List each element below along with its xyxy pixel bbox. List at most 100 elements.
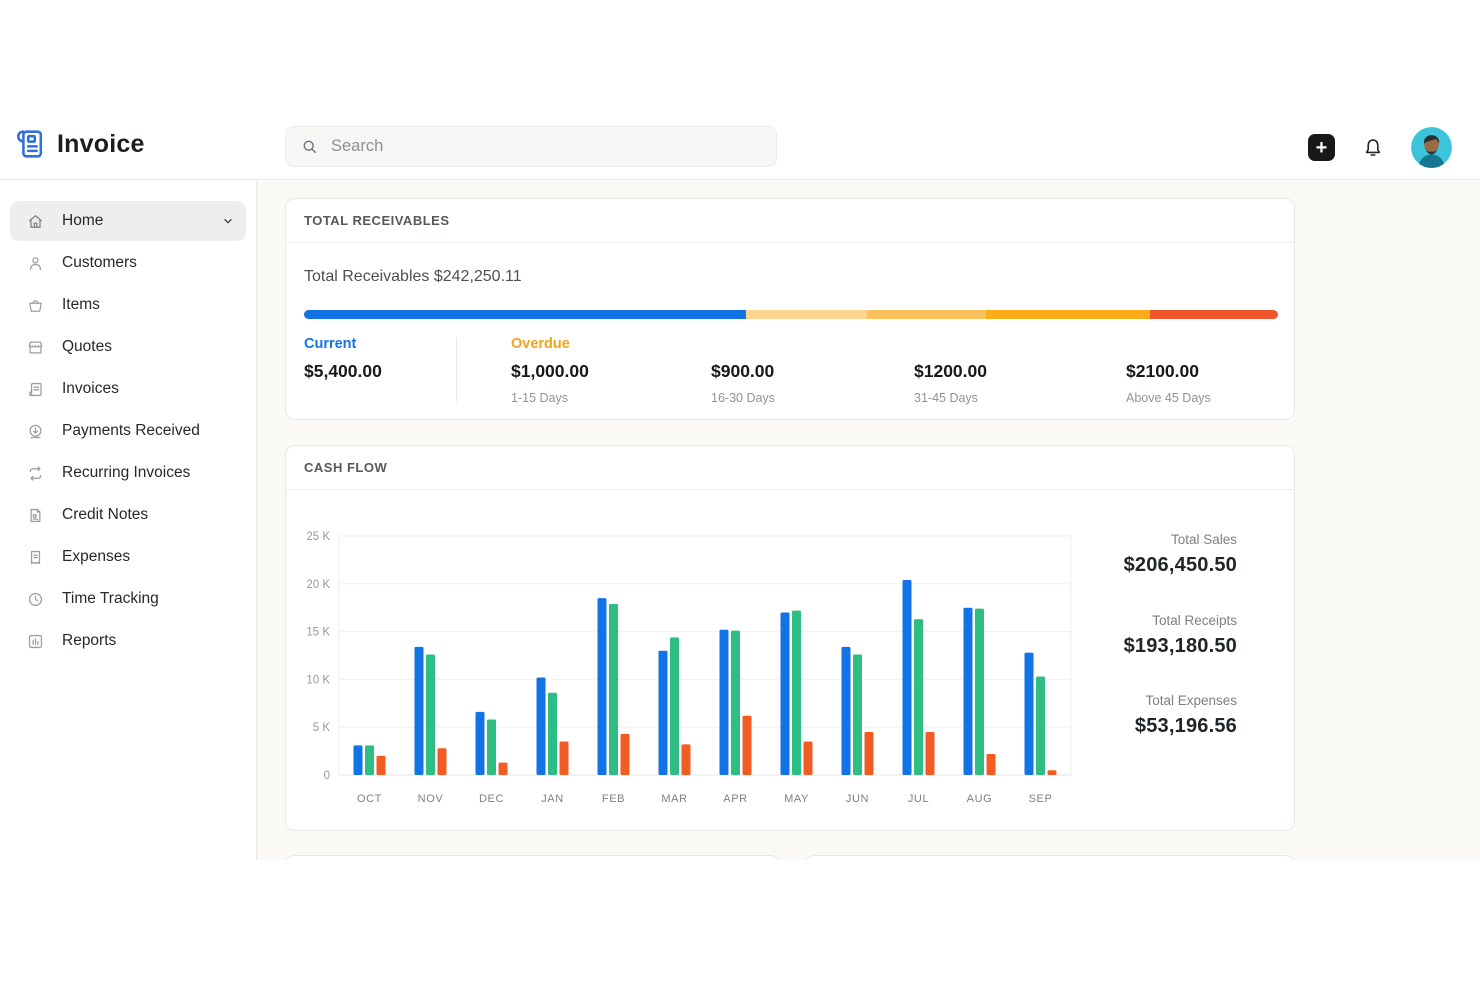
cash-flow-card-title: CASH FLOW bbox=[286, 446, 1294, 490]
sidebar-item-reports[interactable]: Reports bbox=[10, 621, 246, 661]
divider bbox=[456, 338, 457, 402]
sidebar-item-label: Reports bbox=[62, 632, 116, 650]
partial-card-right bbox=[805, 855, 1295, 860]
sidebar-item-invoices[interactable]: Invoices bbox=[10, 369, 246, 409]
svg-text:NOV: NOV bbox=[418, 793, 444, 805]
total-receipts-label: Total Receipts bbox=[1124, 613, 1237, 628]
current-amount: $5,400.00 bbox=[304, 361, 382, 382]
svg-text:AUG: AUG bbox=[967, 793, 993, 805]
current-block: Current $5,400.00 bbox=[304, 336, 382, 382]
sidebar-item-credit-notes[interactable]: Credit Notes bbox=[10, 495, 246, 535]
bucket-period: 1-15 Days bbox=[511, 391, 589, 405]
bucket-period: Above 45 Days bbox=[1126, 391, 1211, 405]
invoice-logo-icon bbox=[12, 126, 48, 162]
receivables-bar-segment bbox=[986, 310, 1151, 319]
bucket-period: 16-30 Days bbox=[711, 391, 775, 405]
sidebar-item-label: Payments Received bbox=[62, 422, 200, 440]
bucket-period: 31-45 Days bbox=[914, 391, 987, 405]
sidebar-item-label: Time Tracking bbox=[62, 590, 159, 608]
receivables-bar-segment bbox=[1150, 310, 1278, 319]
receivables-breakdown: Current $5,400.00 Overdue $1,000.00 1-15… bbox=[304, 336, 1276, 414]
sidebar-item-time-tracking[interactable]: Time Tracking bbox=[10, 579, 246, 619]
overdue-bucket-1: Overdue $1,000.00 1-15 Days bbox=[511, 336, 589, 405]
spacer bbox=[1126, 336, 1211, 361]
sidebar-item-label: Invoices bbox=[62, 380, 119, 398]
items-icon bbox=[26, 296, 45, 315]
search-bar[interactable] bbox=[285, 126, 777, 167]
sidebar-item-recurring-invoices[interactable]: Recurring Invoices bbox=[10, 453, 246, 493]
overdue-label: Overdue bbox=[511, 336, 589, 361]
reports-icon bbox=[26, 632, 45, 651]
overdue-bucket-4: $2100.00 Above 45 Days bbox=[1126, 336, 1211, 405]
sidebar-item-label: Quotes bbox=[62, 338, 112, 356]
svg-text:MAR: MAR bbox=[661, 793, 687, 805]
sidebar-item-items[interactable]: Items bbox=[10, 285, 246, 325]
bucket-amount: $1,000.00 bbox=[511, 361, 589, 382]
partial-card-left bbox=[285, 855, 780, 860]
svg-text:JAN: JAN bbox=[541, 793, 564, 805]
total-sales-value: $206,450.50 bbox=[1124, 554, 1237, 577]
credit-notes-icon bbox=[26, 506, 45, 525]
search-input[interactable] bbox=[329, 136, 762, 157]
svg-text:SEP: SEP bbox=[1029, 793, 1053, 805]
svg-text:APR: APR bbox=[723, 793, 747, 805]
current-label: Current bbox=[304, 336, 382, 361]
app-logo[interactable]: Invoice bbox=[12, 126, 145, 162]
spacer bbox=[914, 336, 987, 361]
recurring-invoices-icon bbox=[26, 464, 45, 483]
sidebar-item-label: Home bbox=[62, 212, 103, 230]
total-receivables-summary: Total Receivables $242,250.11 bbox=[304, 268, 1276, 286]
sidebar-item-customers[interactable]: Customers bbox=[10, 243, 246, 283]
svg-text:15 K: 15 K bbox=[306, 627, 330, 639]
dashboard-content: TOTAL RECEIVABLES Total Receivables $242… bbox=[257, 181, 1480, 860]
svg-text:5 K: 5 K bbox=[313, 722, 331, 734]
total-expenses-label: Total Expenses bbox=[1135, 693, 1237, 708]
app-window: Invoice + bbox=[0, 0, 1480, 987]
total-receivables-card: TOTAL RECEIVABLES Total Receivables $242… bbox=[285, 198, 1295, 420]
bucket-amount: $2100.00 bbox=[1126, 361, 1211, 382]
sidebar-item-label: Credit Notes bbox=[62, 506, 148, 524]
total-sales-label: Total Sales bbox=[1124, 532, 1237, 547]
receivables-bar-segment bbox=[746, 310, 867, 319]
svg-text:OCT: OCT bbox=[357, 793, 382, 805]
time-tracking-icon bbox=[26, 590, 45, 609]
user-avatar[interactable] bbox=[1411, 127, 1452, 168]
total-sales-block: Total Sales $206,450.50 bbox=[1124, 532, 1237, 577]
svg-text:DEC: DEC bbox=[479, 793, 504, 805]
main-layout: Home Customers Item bbox=[0, 181, 1480, 860]
sidebar-item-label: Customers bbox=[62, 254, 137, 272]
chevron-down-icon bbox=[220, 213, 236, 229]
top-header: Invoice + bbox=[0, 0, 1480, 180]
quick-create-button[interactable]: + bbox=[1308, 134, 1335, 161]
svg-text:10 K: 10 K bbox=[306, 674, 330, 686]
svg-text:FEB: FEB bbox=[602, 793, 625, 805]
total-expenses-value: $53,196.56 bbox=[1135, 715, 1237, 738]
receivables-bar-segment bbox=[304, 310, 746, 319]
search-icon bbox=[300, 137, 319, 156]
quotes-icon bbox=[26, 338, 45, 357]
total-receipts-block: Total Receipts $193,180.50 bbox=[1124, 613, 1237, 658]
sidebar-item-quotes[interactable]: Quotes bbox=[10, 327, 246, 367]
notifications-icon[interactable] bbox=[1361, 136, 1385, 160]
invoices-icon bbox=[26, 380, 45, 399]
total-expenses-block: Total Expenses $53,196.56 bbox=[1135, 693, 1237, 738]
header-actions: + bbox=[1308, 127, 1452, 168]
svg-text:25 K: 25 K bbox=[306, 531, 330, 543]
app-title: Invoice bbox=[57, 130, 145, 159]
receivables-card-title: TOTAL RECEIVABLES bbox=[286, 199, 1294, 243]
receivables-bar-segment bbox=[867, 310, 986, 319]
customers-icon bbox=[26, 254, 45, 273]
payments-received-icon bbox=[26, 422, 45, 441]
bucket-amount: $900.00 bbox=[711, 361, 775, 382]
home-icon bbox=[26, 212, 45, 231]
svg-text:0: 0 bbox=[324, 770, 330, 782]
sidebar-item-payments-received[interactable]: Payments Received bbox=[10, 411, 246, 451]
sidebar-item-home[interactable]: Home bbox=[10, 201, 246, 241]
sidebar-item-expenses[interactable]: Expenses bbox=[10, 537, 246, 577]
cash-flow-card: CASH FLOW 05 K10 K15 K20 K25 KOCTNOVDECJ… bbox=[285, 445, 1295, 831]
sidebar-item-label: Expenses bbox=[62, 548, 130, 566]
svg-text:JUL: JUL bbox=[908, 793, 929, 805]
spacer bbox=[711, 336, 775, 361]
overdue-bucket-2: $900.00 16-30 Days bbox=[711, 336, 775, 405]
overdue-bucket-3: $1200.00 31-45 Days bbox=[914, 336, 987, 405]
